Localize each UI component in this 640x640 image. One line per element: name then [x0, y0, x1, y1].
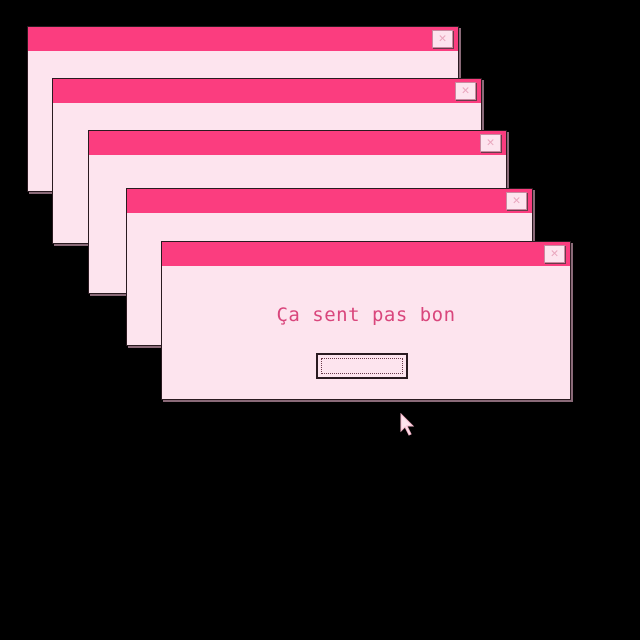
close-icon[interactable]: ✕	[432, 30, 453, 48]
dialog-window-5: ✕ Ça sent pas bon	[161, 241, 571, 400]
arrow-cursor-icon	[400, 413, 415, 436]
focus-ring	[321, 358, 403, 374]
close-icon[interactable]: ✕	[480, 134, 501, 152]
title-bar[interactable]	[162, 242, 570, 266]
close-icon[interactable]: ✕	[506, 192, 527, 210]
title-bar[interactable]	[89, 131, 506, 155]
dialog-message: Ça sent pas bon	[276, 304, 456, 326]
close-icon[interactable]: ✕	[455, 82, 476, 100]
title-bar[interactable]	[127, 189, 532, 213]
title-bar[interactable]	[53, 79, 481, 103]
title-bar[interactable]	[28, 27, 458, 51]
close-icon[interactable]: ✕	[544, 245, 565, 263]
ok-button[interactable]	[316, 353, 408, 379]
